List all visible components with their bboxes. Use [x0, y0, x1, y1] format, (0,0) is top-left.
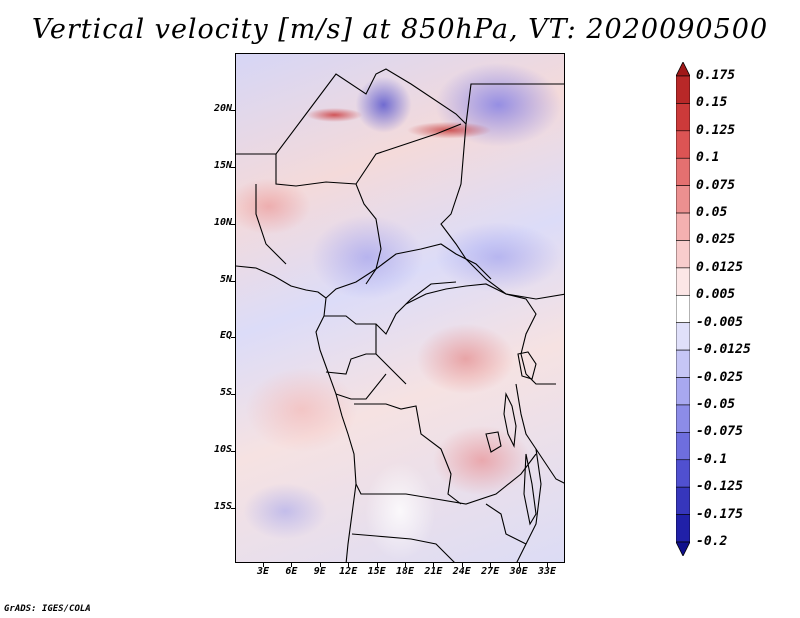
colorbar-label: -0.175: [696, 506, 743, 522]
lon-tick-label: 12E: [339, 566, 358, 577]
colorbar-segment: [676, 432, 690, 461]
lat-tick-label: 15S: [213, 501, 232, 512]
colorbar: [676, 62, 690, 556]
lon-tick-mark: [518, 563, 520, 567]
colorbar-segment: [676, 377, 690, 406]
lat-tick-label: 5N: [219, 274, 232, 285]
lat-tick-mark: [231, 451, 235, 452]
colorbar-label: -0.1: [696, 451, 728, 467]
lat-tick-label: 10S: [213, 444, 232, 455]
lon-tick-label: 18E: [395, 566, 415, 577]
lon-tick-label: 27E: [481, 566, 500, 577]
lon-tick-mark: [547, 563, 548, 567]
lat-tick-mark: [231, 394, 235, 395]
colorbar-segment: [676, 294, 690, 324]
lat-tick-label: 10N: [213, 217, 232, 228]
colorbar-label: -0.2: [696, 534, 728, 549]
colorbar-segment: [676, 130, 690, 159]
colorbar-label: 0.0125: [696, 259, 743, 275]
colorbar-label: 0.005: [696, 287, 736, 303]
map-title: Vertical velocity [m/s] at 850hPa, VT: 2…: [31, 14, 769, 45]
lon-tick-label: 6E: [285, 566, 298, 577]
lon-tick-mark: [461, 563, 463, 567]
colorbar-segment: [676, 404, 690, 433]
lat-tick-mark: [231, 167, 235, 168]
colorbar-segment: [676, 240, 690, 269]
colorbar-label: 0.1: [696, 150, 720, 166]
lat-tick-label: 15N: [213, 160, 232, 171]
colorbar-label: -0.0125: [696, 342, 751, 358]
colorbar-label: -0.075: [696, 424, 743, 440]
colorbar-segment: [676, 267, 690, 296]
lat-tick-label: EQ: [219, 330, 232, 341]
lon-tick-mark: [433, 563, 435, 567]
colorbar-segment: [676, 103, 690, 132]
colorbar-label: -0.05: [696, 396, 736, 412]
colorbar-segment: [676, 514, 690, 543]
colorbar-segment: [676, 75, 690, 104]
colorbar-label: -0.005: [696, 314, 743, 330]
colorbar-segment: [676, 157, 690, 186]
colorbar-segment: [676, 486, 690, 515]
colorbar-bottom-arrow: [676, 541, 690, 556]
lat-tick-mark: [231, 224, 235, 225]
colorbar-label: -0.125: [696, 479, 743, 495]
lon-tick-label: 9E: [313, 566, 326, 577]
lat-tick-mark: [231, 508, 235, 509]
colorbar-label: 0.175: [696, 68, 736, 83]
colorbar-label: 0.075: [696, 177, 736, 193]
country-borders: [236, 68, 564, 562]
lon-tick-label: 15E: [367, 566, 386, 577]
colorbar-label: -0.025: [696, 369, 743, 385]
lon-tick-mark: [405, 563, 406, 567]
colorbar-segment: [676, 459, 690, 488]
lon-tick-mark: [319, 563, 321, 567]
colorbar-top-arrow: [676, 62, 690, 77]
colorbar-label: 0.15: [696, 95, 728, 111]
map-plot-area: [235, 53, 565, 563]
grads-credit: GrADS: IGES/COLA: [4, 604, 91, 614]
lon-tick-label: 3E: [256, 566, 270, 577]
colorbar-segment: [676, 349, 690, 378]
lon-tick-mark: [348, 563, 350, 567]
lat-tick-mark: [231, 281, 235, 282]
lon-tick-label: 30E: [509, 566, 528, 577]
lon-tick-mark: [376, 563, 378, 567]
lat-tick-mark: [231, 337, 235, 338]
lon-tick-mark: [291, 563, 293, 567]
lon-tick-label: 33E: [537, 566, 557, 577]
colorbar-label: 0.05: [696, 205, 728, 221]
lon-tick-mark: [263, 563, 264, 567]
colorbar-segment: [676, 212, 690, 241]
lon-tick-mark: [490, 563, 492, 567]
lat-tick-label: 5S: [219, 387, 232, 398]
colorbar-label: 0.125: [696, 122, 736, 138]
lat-tick-label: 20N: [213, 103, 232, 114]
lon-tick-label: 21E: [424, 566, 443, 577]
colorbar-segment: [676, 185, 690, 214]
colorbar-label: 0.025: [696, 232, 736, 248]
colorbar-segment: [676, 322, 690, 351]
lat-tick-mark: [231, 110, 235, 111]
lon-tick-label: 24E: [452, 566, 471, 577]
